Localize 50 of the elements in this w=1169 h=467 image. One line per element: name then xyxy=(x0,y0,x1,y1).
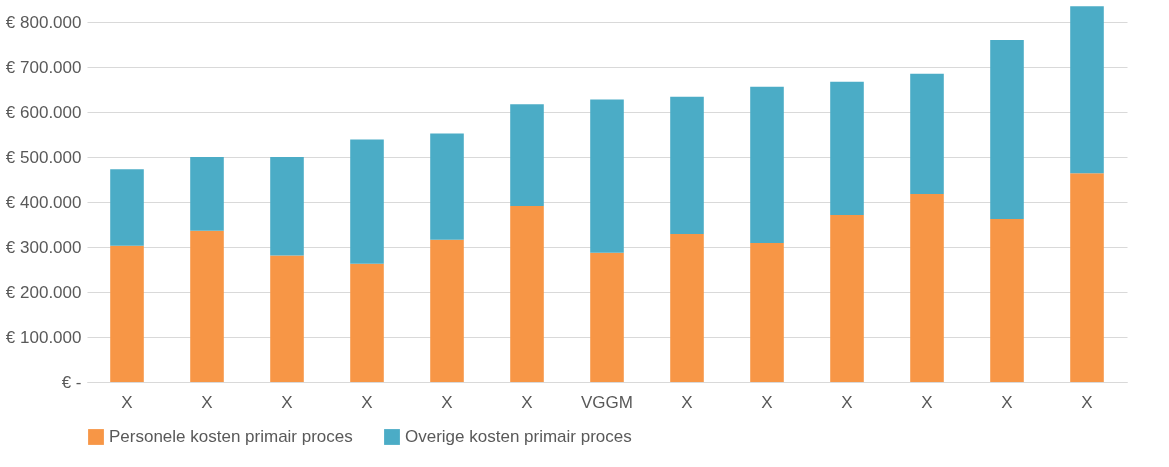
bar xyxy=(990,40,1024,220)
bar xyxy=(350,263,384,382)
y-tick-label: € 100.000 xyxy=(5,327,82,347)
y-tick-label: € 500.000 xyxy=(5,147,82,167)
x-tick-label: X xyxy=(441,392,453,412)
bar xyxy=(190,230,224,382)
legend-label: Personele kosten primair proces xyxy=(109,427,353,446)
bar xyxy=(270,157,304,256)
bar xyxy=(510,206,544,382)
bar xyxy=(830,81,864,216)
bar xyxy=(910,193,944,382)
x-tick-label: X xyxy=(361,392,373,412)
x-tick-label: X xyxy=(681,392,693,412)
bar xyxy=(670,96,704,234)
bar xyxy=(1070,173,1104,382)
bar xyxy=(350,139,384,264)
bar xyxy=(670,233,704,382)
y-tick-label: € 600.000 xyxy=(5,102,82,122)
x-tick-label: X xyxy=(281,392,293,412)
x-tick-label: X xyxy=(761,392,773,412)
bar xyxy=(1070,6,1104,174)
bar xyxy=(430,133,464,240)
bar xyxy=(430,239,464,382)
x-tick-label: X xyxy=(1001,392,1013,412)
x-tick-label: X xyxy=(201,392,213,412)
x-tick-label: X xyxy=(1081,392,1093,412)
y-tick-label: € - xyxy=(61,372,82,392)
y-tick-label: € 800.000 xyxy=(5,12,82,32)
bar xyxy=(910,73,944,194)
x-tick-label: X xyxy=(841,392,853,412)
bar xyxy=(190,157,224,231)
x-tick-label: VGGM xyxy=(581,392,633,412)
y-tick-label: € 400.000 xyxy=(5,192,82,212)
y-tick-label: € 700.000 xyxy=(5,57,82,77)
bar xyxy=(750,242,784,382)
bar xyxy=(270,255,304,382)
x-tick-label: X xyxy=(121,392,133,412)
bar xyxy=(510,104,544,207)
bar xyxy=(990,219,1024,382)
y-tick-label: € 200.000 xyxy=(5,282,82,302)
legend-label: Overige kosten primair proces xyxy=(405,427,632,446)
y-tick-label: € 300.000 xyxy=(5,237,82,257)
bar xyxy=(590,252,624,382)
bar xyxy=(110,169,144,246)
bar xyxy=(590,99,624,253)
bar xyxy=(110,245,144,382)
x-tick-label: X xyxy=(921,392,933,412)
x-tick-label: X xyxy=(521,392,533,412)
bar xyxy=(830,215,864,382)
bar xyxy=(750,86,784,243)
